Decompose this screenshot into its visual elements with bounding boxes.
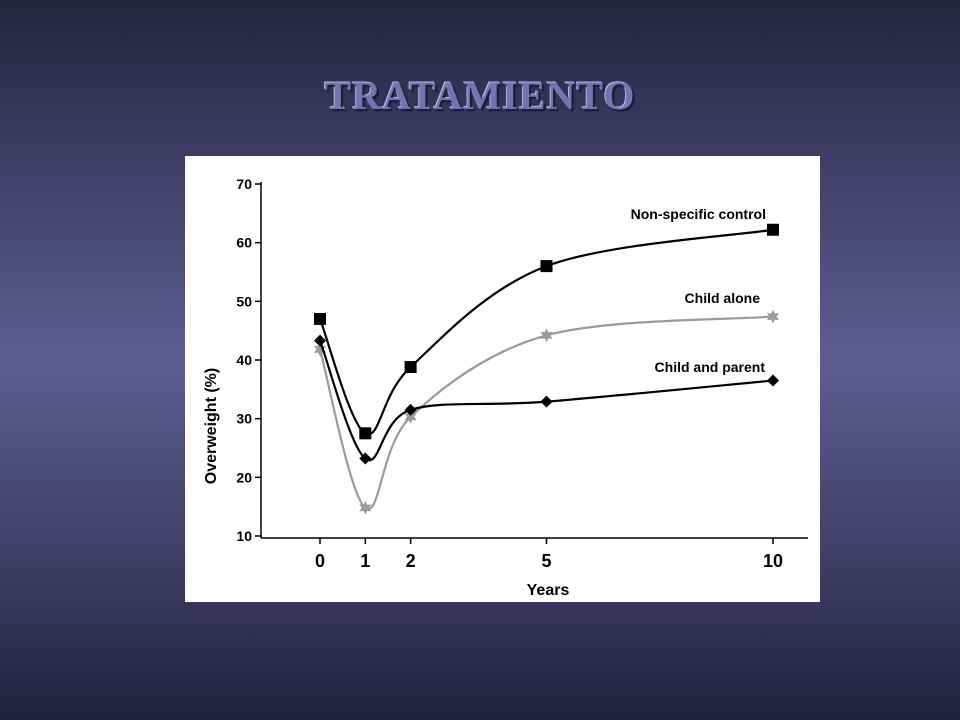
series-non-specific-control: Non-specific control (314, 206, 779, 440)
x-tick-label: 5 (541, 551, 551, 571)
series-label-non-specific-control: Non-specific control (631, 206, 766, 222)
chart-panel: 10 20 30 40 50 60 70 0 1 2 5 10 Non-specific contro… (185, 156, 820, 602)
series-line-child-and-parent (318, 340, 774, 462)
y-tick-label: 70 (236, 176, 252, 192)
data-point-square (767, 223, 779, 236)
y-tick-label: 20 (236, 469, 252, 485)
data-point-star (359, 500, 372, 515)
data-point-diamond (767, 374, 779, 387)
data-point-square (314, 312, 326, 325)
data-point-diamond (314, 334, 326, 347)
x-tick-label: 10 (763, 551, 783, 571)
y-tick-label: 10 (236, 528, 252, 544)
data-point-star (766, 309, 780, 324)
data-point-square (404, 361, 417, 374)
series-child-and-parent: Child and parent (314, 334, 779, 465)
axes: 10 20 30 40 50 60 70 0 1 2 5 10 (236, 176, 808, 571)
data-point-diamond (404, 403, 417, 416)
series-child-alone: Child alone (313, 290, 780, 515)
data-point-star (404, 409, 417, 424)
x-tick-label: 1 (360, 551, 370, 571)
series-line-child-alone (318, 315, 774, 511)
data-point-square (359, 427, 372, 440)
x-tick-label: 2 (406, 551, 416, 571)
x-axis-label: Years (527, 582, 570, 599)
data-point-diamond (540, 395, 553, 408)
data-point-diamond (359, 452, 372, 465)
y-tick-label: 50 (236, 293, 252, 309)
data-point-star (313, 342, 327, 357)
y-tick-label: 60 (236, 235, 252, 251)
data-point-star (540, 328, 553, 343)
series-label-child-and-parent: Child and parent (655, 359, 766, 375)
series-line-non-specific-control (318, 228, 774, 436)
series-label-child-alone: Child alone (685, 290, 761, 306)
y-axis-label: Overweight (%) (203, 368, 220, 484)
slide-title: TRATAMIENTO (324, 73, 636, 118)
line-chart: 10 20 30 40 50 60 70 0 1 2 5 10 Non-specific contro… (203, 176, 808, 599)
series-layer: Non-specific control Child alone Child and… (313, 206, 780, 515)
y-tick-label: 30 (236, 411, 252, 427)
y-tick-label: 40 (236, 352, 252, 368)
x-tick-label: 0 (315, 551, 325, 571)
data-point-square (540, 260, 553, 273)
